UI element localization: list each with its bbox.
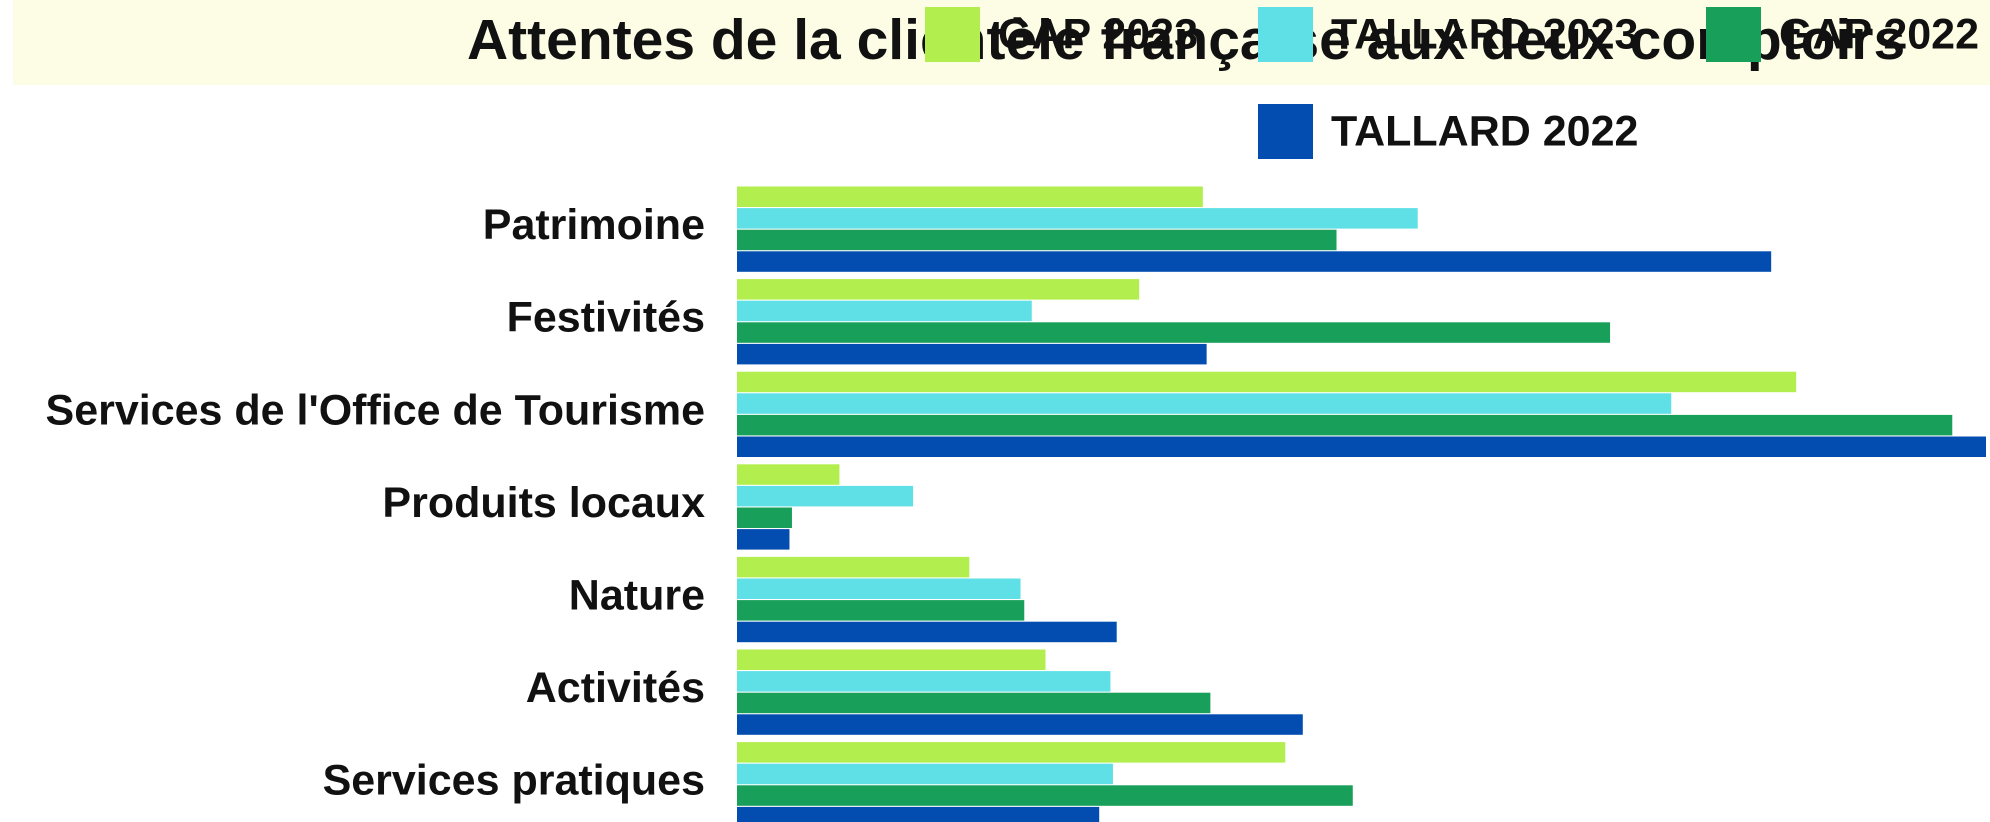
bar	[737, 507, 792, 528]
bar	[737, 742, 1286, 763]
bar	[737, 763, 1113, 785]
legend-swatch	[1706, 7, 1761, 62]
title-band	[13, 0, 1990, 85]
legend-label: TALLARD 2023	[1331, 10, 1638, 58]
bar	[737, 436, 1986, 457]
bar	[737, 393, 1672, 414]
bar	[737, 251, 1772, 272]
bar	[737, 806, 1100, 822]
bar	[737, 208, 1418, 229]
bar	[737, 785, 1353, 806]
bar	[737, 279, 1140, 300]
chart-title: Attentes de la clientèle française aux d…	[467, 8, 1905, 72]
legend-swatch	[1258, 7, 1313, 62]
category-label: Services pratiques	[323, 757, 705, 805]
bar	[737, 229, 1337, 251]
bar	[737, 186, 1203, 207]
bar	[737, 414, 1953, 436]
legend-label: GAP 2023	[998, 10, 1198, 58]
bar	[737, 485, 914, 507]
bar	[737, 621, 1117, 643]
category-label: Nature	[569, 571, 705, 619]
bar	[737, 343, 1207, 365]
bar	[737, 578, 1021, 599]
category-label: Activités	[526, 664, 705, 712]
legend-swatch	[1258, 104, 1313, 159]
legend-label: TALLARD 2022	[1331, 107, 1638, 155]
bar	[737, 600, 1025, 621]
bar	[737, 649, 1046, 670]
category-label: Produits locaux	[382, 479, 705, 527]
category-label: Patrimoine	[483, 201, 705, 249]
bar	[737, 529, 790, 550]
bar	[737, 322, 1611, 343]
bar	[737, 692, 1211, 714]
bar	[737, 464, 840, 485]
category-label: Festivités	[507, 294, 705, 342]
category-label: Services de l'Office de Tourisme	[46, 386, 705, 434]
bar	[737, 556, 970, 578]
legend-swatch	[925, 7, 980, 62]
bar	[737, 671, 1111, 692]
bar	[737, 714, 1303, 735]
legend-label: GAP 2022	[1779, 10, 1979, 58]
bar	[737, 371, 1797, 393]
bar	[737, 300, 1032, 322]
